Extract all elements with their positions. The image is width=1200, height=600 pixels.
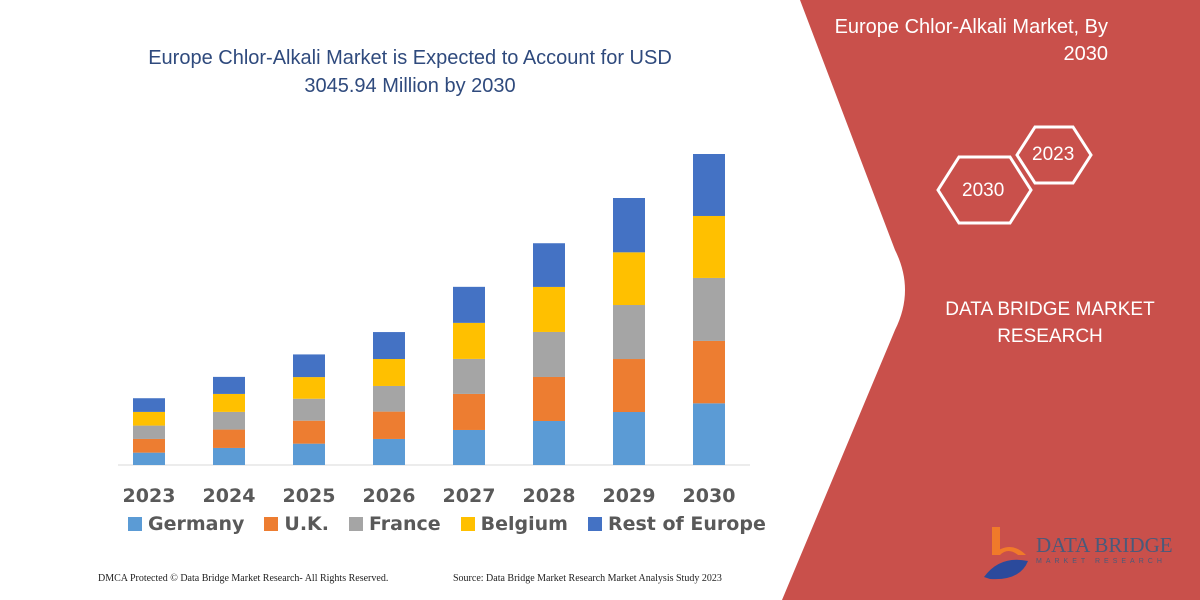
legend-swatch — [348, 517, 363, 531]
legend-label: U.K. — [284, 513, 329, 535]
bar-segment-2029-belgium — [613, 252, 645, 306]
x-tick-labels: 2023 2024 2025 2026 2027 2028 2029 2030 — [123, 485, 736, 507]
bar-segment-2023-rest-of-europe — [133, 398, 165, 412]
bar-segment-2030-france — [693, 277, 725, 341]
legend-item: Germany — [128, 513, 244, 535]
bar-segment-2025-rest-of-europe — [293, 354, 325, 378]
bar-segment-2027-u-k- — [453, 393, 485, 430]
bar-segment-2026-u-k- — [373, 411, 405, 439]
bar-segment-2024-france — [213, 411, 245, 430]
stacked-bar-chart: 2023 2024 2025 2026 2027 2028 2029 2030 — [118, 154, 750, 507]
x-tick-label: 2024 — [203, 485, 256, 507]
bar-segment-2027-germany — [453, 429, 485, 465]
legend-swatch — [587, 517, 602, 531]
bar-segment-2028-germany — [533, 420, 565, 465]
bar-segment-2024-rest-of-europe — [213, 376, 245, 394]
hexagon-2030-icon — [936, 155, 1033, 225]
bar-segment-2029-u-k- — [613, 359, 645, 413]
legend-swatch — [264, 517, 279, 531]
hex-year-2023: 2023 — [1032, 144, 1075, 165]
bar-segment-2026-rest-of-europe — [373, 332, 405, 360]
bar-segment-2029-france — [613, 305, 645, 360]
bar-segment-2024-u-k- — [213, 429, 245, 448]
legend-label: France — [368, 513, 441, 535]
bar-segment-2026-germany — [373, 438, 405, 465]
chart-title: Europe Chlor-Alkali Market is Expected t… — [148, 47, 672, 97]
logo-subtext: MARKET RESEARCH — [1036, 558, 1166, 565]
hex-year-2030: 2030 — [962, 180, 1005, 201]
legend-label: Germany — [148, 513, 245, 535]
bar-segment-2029-germany — [613, 412, 645, 465]
legend-item: France — [348, 513, 441, 535]
bar-segment-2025-germany — [293, 443, 325, 465]
logo-text: DATA BRIDGE — [1036, 533, 1173, 557]
legend-label: Belgium — [480, 513, 568, 535]
bar-segment-2023-u-k- — [133, 438, 165, 453]
bar-segment-2030-rest-of-europe — [693, 154, 725, 216]
bar-segment-2030-u-k- — [693, 340, 725, 404]
bar-segment-2024-belgium — [213, 393, 245, 412]
x-tick-label: 2027 — [443, 485, 496, 507]
bar-segment-2025-france — [293, 398, 325, 421]
x-tick-label: 2029 — [603, 485, 656, 507]
bar-segment-2023-germany — [133, 452, 165, 465]
bar-segment-2029-rest-of-europe — [613, 198, 645, 253]
bar-segment-2030-germany — [693, 403, 725, 465]
bar-segment-2028-rest-of-europe — [533, 243, 565, 287]
side-panel-title: Europe Chlor-Alkali Market, By 2030 — [834, 16, 1108, 65]
x-tick-label: 2026 — [363, 485, 416, 507]
legend-item: U.K. — [264, 513, 329, 535]
bar-segment-2026-france — [373, 385, 405, 412]
bar-segment-2027-france — [453, 358, 485, 394]
bar-segment-2030-belgium — [693, 215, 725, 278]
legend-swatch — [460, 517, 475, 531]
chart-legend: Germany U.K. France Belgium Rest of Europe — [128, 513, 766, 535]
x-tick-label: 2025 — [283, 485, 336, 507]
data-bridge-logo-icon — [984, 527, 1028, 580]
legend-item: Rest of Europe — [587, 513, 766, 535]
x-tick-label: 2028 — [523, 485, 576, 507]
bar-segment-2027-rest-of-europe — [453, 286, 485, 323]
x-tick-label: 2030 — [683, 485, 736, 507]
legend-swatch — [128, 517, 142, 531]
legend-label: Rest of Europe — [607, 513, 766, 535]
bar-segment-2025-u-k- — [293, 420, 325, 444]
x-tick-label: 2023 — [123, 485, 176, 507]
bar-segment-2028-france — [533, 331, 565, 377]
footer-source: Source: Data Bridge Market Research Mark… — [453, 573, 722, 584]
bar-segment-2028-belgium — [533, 286, 565, 332]
bar-group — [133, 154, 725, 465]
bar-segment-2025-belgium — [293, 377, 325, 399]
bar-segment-2024-germany — [213, 447, 245, 465]
brand-name: DATA BRIDGE MARKET RESEARCH — [945, 299, 1155, 347]
bar-segment-2023-france — [133, 425, 165, 439]
bar-segment-2026-belgium — [373, 359, 405, 386]
footer-copyright: DMCA Protected © Data Bridge Market Rese… — [98, 573, 389, 584]
bar-segment-2023-belgium — [133, 411, 165, 426]
legend-item: Belgium — [460, 513, 568, 535]
hexagon-2023-icon — [1015, 125, 1093, 185]
bar-segment-2027-belgium — [453, 322, 485, 359]
bar-segment-2028-u-k- — [533, 376, 565, 421]
